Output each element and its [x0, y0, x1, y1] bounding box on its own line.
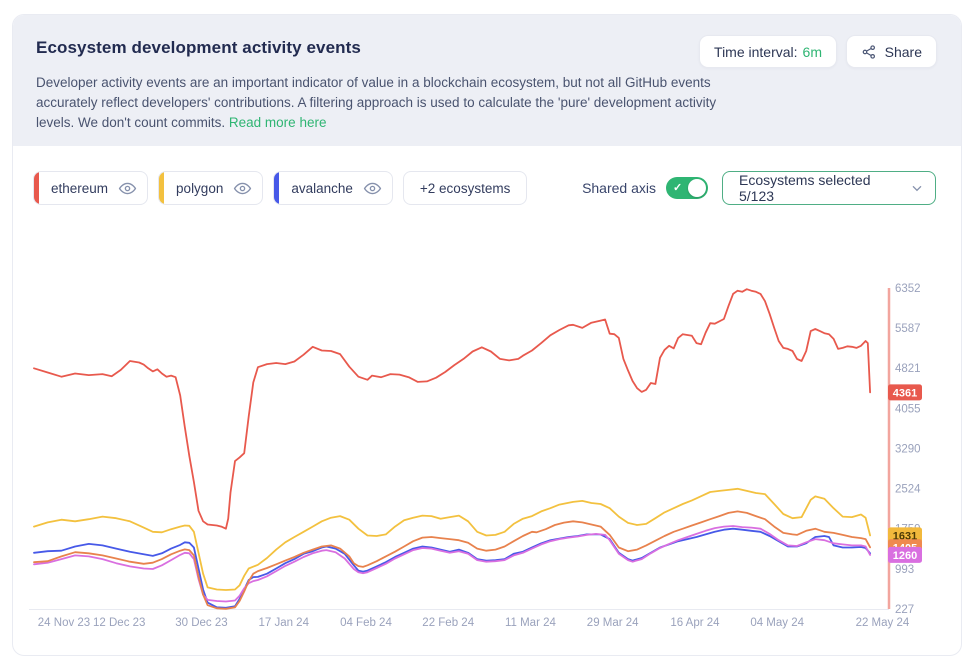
toggle-knob [688, 179, 706, 197]
chip-label: ethereum [51, 180, 109, 196]
x-axis-tick-label: 11 Mar 24 [505, 617, 557, 629]
x-axis-tick-label: 30 Dec 23 [175, 617, 227, 629]
share-icon [862, 44, 875, 59]
axis-value-badge [888, 384, 922, 401]
card-description: Developer activity events are an importa… [36, 73, 726, 133]
series-line-avalanche [33, 527, 871, 609]
chip-color-bar [274, 172, 280, 204]
more-ecosystems-label: +2 ecosystems [419, 180, 511, 196]
y-axis-tick-label: 227 [895, 604, 914, 616]
time-interval-button[interactable]: Time interval: 6m [699, 35, 837, 68]
y-axis-tick-label: 3290 [895, 443, 921, 455]
chevron-down-icon [912, 185, 922, 192]
y-axis-tick-label: 4821 [895, 363, 921, 375]
axis-value-badge [888, 539, 922, 556]
ecosystem-activity-card: Ecosystem development activity events De… [12, 14, 962, 656]
chip-avalanche[interactable]: avalanche [273, 171, 393, 205]
time-interval-value: 6m [802, 43, 822, 60]
eye-visibility-icon[interactable] [363, 179, 382, 198]
y-axis-tick-label: 2524 [895, 484, 921, 496]
ecosystems-selector-label: Ecosystems selected 5/123 [739, 172, 871, 204]
series-line-ecosystem-4 [33, 510, 871, 610]
page-title: Ecosystem development activity events [36, 38, 361, 57]
series-line-ecosystem-5 [33, 525, 871, 603]
axis-value-badge-label: 1260 [893, 550, 917, 562]
axis-value-badge-label: 1405 [893, 542, 917, 554]
series-line-polygon [33, 487, 871, 591]
x-axis-tick-label: 22 May 24 [856, 617, 910, 629]
chip-color-bar [159, 172, 165, 204]
chip-ethereum[interactable]: ethereum [33, 171, 149, 205]
eye-visibility-icon[interactable] [118, 179, 137, 198]
x-axis-tick-label: 16 Apr 24 [670, 617, 720, 629]
x-axis-tick-label: 17 Jan 24 [258, 617, 309, 629]
x-axis-tick-label: 04 Feb 24 [340, 617, 392, 629]
ecosystem-chips: ethereum polygon avalanche +2 ecosystems [33, 171, 528, 205]
y-axis-tick-label: 6352 [895, 283, 921, 295]
y-axis-tick-label: 4055 [895, 403, 921, 415]
x-axis-tick-label: 22 Feb 24 [422, 617, 474, 629]
read-more-link[interactable]: Read more here [228, 115, 327, 130]
x-axis-tick-label: 24 Nov 23 [38, 617, 90, 629]
chart-toolbar: ethereum polygon avalanche +2 ecosystems… [13, 171, 961, 205]
series-line-ethereum [33, 288, 871, 530]
x-axis-tick-label: 12 Dec 23 [93, 617, 145, 629]
chip-label: avalanche [291, 180, 353, 196]
x-axis-tick-label: 04 May 24 [750, 617, 804, 629]
chip-color-bar [34, 172, 39, 204]
y-axis-tick-label: 5587 [895, 323, 921, 335]
toggle-check-icon: ✓ [673, 182, 683, 194]
time-interval-label: Time interval: [714, 43, 798, 60]
y-axis-tick-label: 1759 [895, 524, 921, 536]
axis-value-badge-label: 1631 [893, 530, 917, 542]
share-button[interactable]: Share [845, 35, 937, 68]
x-axis-tick-label: 29 Mar 24 [587, 617, 639, 629]
shared-axis-toggle[interactable]: ✓ [666, 177, 708, 199]
eye-visibility-icon[interactable] [233, 179, 252, 198]
y-axis-tick-label: 993 [895, 564, 914, 576]
shared-axis-label: Shared axis [582, 180, 656, 196]
axis-value-badge [888, 527, 922, 544]
axis-controls: Shared axis ✓ Ecosystems selected 5/123 [582, 171, 936, 205]
chip-polygon[interactable]: polygon [158, 171, 264, 205]
chip-label: polygon [176, 180, 224, 196]
ecosystems-selector-dropdown[interactable]: Ecosystems selected 5/123 [722, 171, 936, 205]
share-button-label: Share [884, 43, 922, 60]
axis-value-badge-label: 4361 [893, 387, 917, 399]
axis-value-badge [888, 546, 922, 563]
description-text: Developer activity events are an importa… [36, 75, 717, 130]
more-ecosystems-chip[interactable]: +2 ecosystems [402, 171, 528, 205]
card-header: Ecosystem development activity events De… [13, 15, 961, 146]
